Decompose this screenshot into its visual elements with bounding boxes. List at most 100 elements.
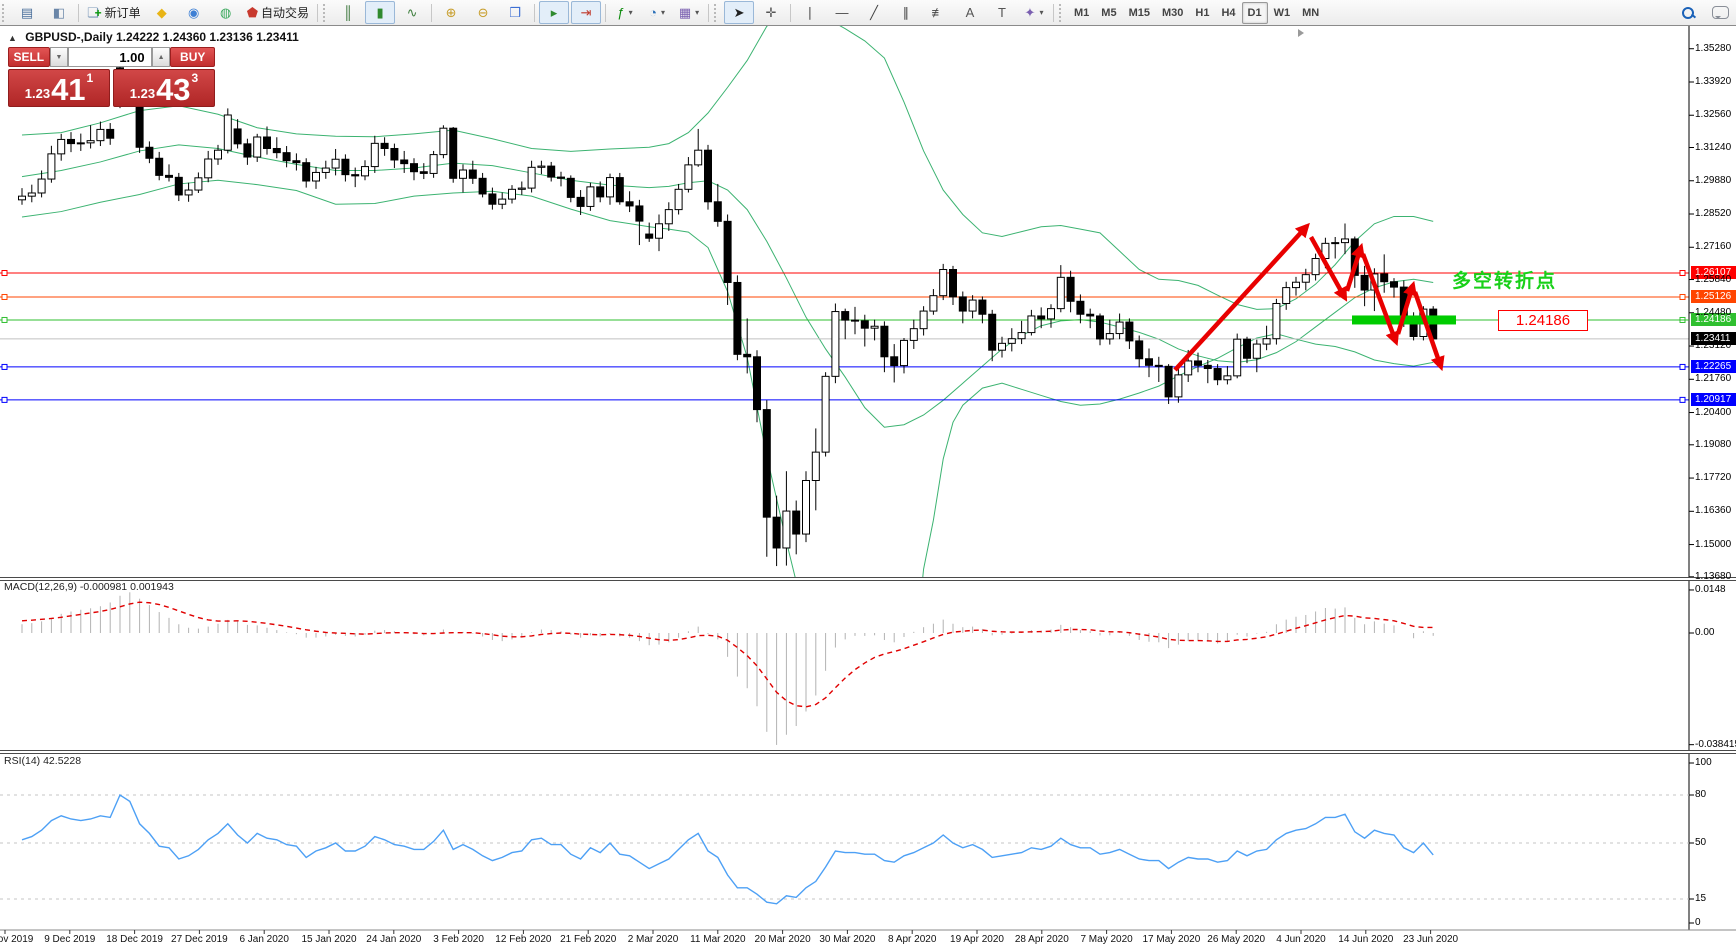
templates-button[interactable]: ▦ ▾ [674,1,704,24]
candle-body [909,328,918,341]
timeframe-m1[interactable]: M1 [1074,6,1090,19]
candle-body [263,136,271,149]
chat-button[interactable] [1705,1,1735,24]
macd-label: MACD(12,26,9) -0.000981 0.001943 [4,581,174,593]
text-label-button[interactable]: T [987,1,1017,24]
toolbar-grip[interactable] [2,3,9,22]
trend-arrow [1412,291,1445,372]
timeframe-h4[interactable]: H4 [1221,6,1236,19]
rsi-splitter[interactable] [0,750,1736,754]
candle-body [1017,332,1026,340]
trendline-button[interactable]: ╱ [859,1,889,24]
timeframe-m30[interactable]: M30 [1161,6,1184,19]
chart-shift-button[interactable]: ⇥ [571,1,602,24]
timeframe-h1[interactable]: H1 [1195,6,1210,19]
market-watch-icon: ▤ [20,5,34,20]
vline-button[interactable]: ∣ [795,1,825,24]
fibonacci-button[interactable]: ≢ [923,1,953,24]
date-axis-tick: 12 Feb 2020 [495,934,552,945]
cursor-button[interactable]: ➤ [724,1,755,24]
date-axis-tick: 29 Nov 2019 [0,934,34,945]
sell-price-tile[interactable]: 1.23 41 1 [8,69,110,107]
bar-chart-button[interactable]: ║ [333,1,363,24]
dropdown-icon: ▾ [660,8,665,17]
zoom-out-button[interactable]: ⊖ [468,1,498,24]
metaeditor-button[interactable]: ◆ [147,1,177,24]
price-callout-box[interactable]: 1.24186 [1498,310,1588,331]
timeframe-m5[interactable]: M5 [1101,6,1117,19]
buy-price-big: 43 [156,72,191,108]
candle-body [302,162,311,182]
price-axis-tick: 1.23120 [1695,340,1732,352]
indicators-icon: ƒ [617,5,625,20]
zoom-in-button[interactable]: ⊕ [436,1,466,24]
crosshair-button[interactable]: ✛ [756,1,786,24]
candle-body [1194,360,1202,366]
candle-body [753,356,761,411]
periods-button[interactable]: ◔ ▾ [642,1,672,24]
new-order-button[interactable]: ❏ + 新订单 [83,1,145,24]
timeframe-d1[interactable]: D1 [1241,1,1268,24]
volume-decrease-button[interactable]: ▼ [49,47,69,67]
turning-point-annotation[interactable]: 多空转折点 [1452,271,1558,292]
signals-button[interactable]: ◍ [211,1,241,24]
timeframe-w1[interactable]: W1 [1273,6,1291,19]
candle-body [821,375,830,453]
candle-body [596,186,605,198]
search-button[interactable] [1673,1,1703,24]
macd-splitter[interactable] [0,577,1736,581]
volume-increase-button[interactable]: ▲ [151,47,171,67]
candle-body [419,171,428,174]
candle-body [811,451,820,481]
candle-body [214,149,222,160]
price-axis-tick: 1.31240 [1695,141,1732,153]
level-price-label: 1.20917 [1691,392,1736,406]
search-icon [1681,6,1697,20]
tile-windows-button[interactable]: ❒ [500,1,530,24]
chart-shift-marker[interactable] [1298,29,1304,37]
new-order-icon: ❏ [87,5,99,20]
date-axis-tick: 2 Mar 2020 [627,934,679,945]
candle-body [18,195,26,201]
macd-axis-tick: -0.038415 [1695,738,1736,750]
date-axis-tick: 20 Mar 2020 [754,934,811,945]
level-price-label: 1.26107 [1691,266,1736,279]
autotrade-button[interactable]: ⬟ 自动交易 [243,1,313,24]
auto-scroll-button[interactable]: ▸ [539,1,570,24]
candle-body [1331,242,1340,245]
community-button[interactable]: ◉ [179,1,209,24]
timeframe-mn[interactable]: MN [1302,6,1320,19]
chart-window[interactable] [0,26,1736,948]
candle-body [253,136,262,158]
candle-body [1096,315,1104,340]
date-axis-tick: 8 Apr 2020 [888,934,937,945]
buy-price-tile[interactable]: 1.23 43 3 [113,69,215,107]
candle-body [655,223,663,239]
hline-button[interactable]: ― [827,1,857,24]
market-watch-button[interactable]: ▤ [12,1,42,24]
current-price-label: 1.23411 [1691,331,1736,345]
candlestick-button[interactable]: ▮ [365,1,396,24]
fibonacci-icon: ≢ [931,5,945,20]
macd-axis-tick: 0.00 [1695,626,1715,638]
candle-body [635,205,644,222]
line-chart-button[interactable]: ∿ [397,1,427,24]
indicators-button[interactable]: ƒ ▾ [610,1,640,24]
price-axis-tick: 1.20400 [1695,406,1732,418]
arrows-button[interactable]: ✦ ▾ [1019,1,1049,24]
timeframe-m15[interactable]: M15 [1128,6,1150,19]
sell-button[interactable]: SELL [8,47,50,67]
data-window-button[interactable]: ◧ [44,1,74,24]
buy-button[interactable]: BUY [170,47,215,67]
community-icon: ◉ [188,5,200,20]
volume-input[interactable]: 1.00 [68,47,152,67]
chat-icon [1711,6,1729,19]
macd-signal-line [21,601,1434,708]
channel-button[interactable]: ∥ [891,1,921,24]
candle-body [76,142,85,145]
text-button[interactable]: A [955,1,985,24]
candle-body [792,510,801,535]
collapse-triangle-icon[interactable]: ▲ [8,33,17,43]
price-axis-tick: 1.19080 [1695,438,1732,450]
